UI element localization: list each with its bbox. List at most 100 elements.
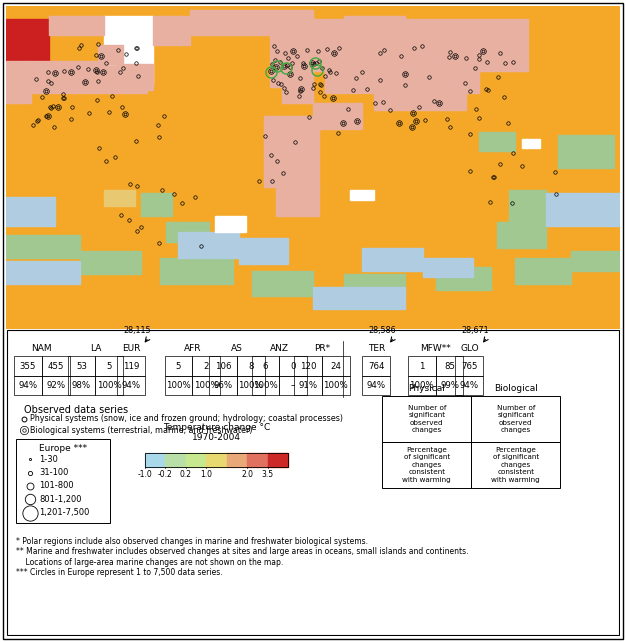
Text: 98%: 98% [72, 381, 91, 390]
Bar [456, 376, 483, 395]
Text: 1970-2004: 1970-2004 [192, 433, 241, 442]
Bar [571, 251, 620, 271]
Text: 119: 119 [123, 361, 139, 370]
Text: 106: 106 [215, 361, 231, 370]
Text: Temperature change °C: Temperature change °C [163, 423, 270, 432]
Bar [279, 376, 307, 395]
Bar [239, 238, 289, 265]
Bar [282, 87, 313, 103]
Bar [227, 453, 247, 467]
Bar [436, 376, 463, 395]
Bar [408, 376, 436, 395]
Text: NAM: NAM [31, 344, 52, 353]
Text: AS: AS [231, 344, 243, 353]
Text: 100%: 100% [97, 381, 121, 390]
Bar [6, 61, 31, 103]
Text: 5: 5 [106, 361, 112, 370]
Bar [178, 232, 239, 258]
Text: 99%: 99% [440, 381, 459, 390]
Bar [105, 16, 153, 64]
Bar [382, 396, 471, 442]
Bar [141, 193, 172, 216]
Bar [49, 16, 105, 35]
Text: 1: 1 [419, 361, 424, 370]
Text: GLO: GLO [460, 344, 479, 353]
Bar [436, 356, 463, 376]
Text: 28,671: 28,671 [461, 326, 489, 335]
Bar [68, 376, 95, 395]
Bar [105, 190, 135, 206]
Text: * Polar regions include also observed changes in marine and freshwater biologica: * Polar regions include also observed ch… [16, 537, 368, 546]
Text: 765: 765 [461, 361, 478, 370]
Bar [558, 135, 613, 168]
Bar [95, 376, 123, 395]
Text: *** Circles in Europe represent 1 to 7,500 data series.: *** Circles in Europe represent 1 to 7,5… [16, 568, 223, 577]
Bar [6, 196, 55, 225]
Text: 2.0: 2.0 [241, 470, 254, 479]
Text: 94%: 94% [18, 381, 38, 390]
Bar [362, 356, 390, 376]
Text: Physical systems (snow, ice and frozen ground; hydrology; coastal processes): Physical systems (snow, ice and frozen g… [30, 414, 343, 423]
Bar [268, 453, 288, 467]
Text: 100%: 100% [239, 381, 263, 390]
Bar [313, 19, 528, 71]
Bar [6, 261, 80, 284]
Text: Percentage
of significant
changes
consistent
with warming: Percentage of significant changes consis… [491, 447, 540, 483]
Bar [408, 356, 436, 376]
Text: 455: 455 [48, 361, 64, 370]
Bar [165, 453, 186, 467]
Text: LA: LA [90, 344, 101, 353]
Bar [362, 248, 423, 271]
Text: 100%: 100% [253, 381, 278, 390]
Bar [192, 376, 220, 395]
Text: 94%: 94% [367, 381, 386, 390]
Bar [165, 356, 192, 376]
Bar [145, 453, 288, 467]
Bar [117, 356, 145, 376]
Bar [322, 356, 349, 376]
Bar [521, 139, 540, 148]
Bar [276, 16, 313, 45]
Text: 92%: 92% [46, 381, 65, 390]
Bar [344, 274, 405, 297]
Text: 94%: 94% [121, 381, 140, 390]
Bar [362, 376, 390, 395]
Text: 91%: 91% [299, 381, 317, 390]
Bar [123, 64, 153, 83]
Bar [294, 376, 322, 395]
Text: –: – [291, 381, 295, 390]
Bar [264, 116, 319, 187]
Text: 0.2: 0.2 [180, 470, 192, 479]
Text: Europe ***: Europe *** [39, 444, 87, 453]
Text: 1.0: 1.0 [200, 470, 212, 479]
Text: Biological systems (terrestrial, marine, and freshwater): Biological systems (terrestrial, marine,… [30, 426, 252, 435]
Text: 28,115: 28,115 [123, 326, 151, 335]
Text: Observed data series: Observed data series [24, 405, 128, 415]
Bar [382, 442, 471, 488]
Bar [270, 32, 313, 87]
Text: 85: 85 [444, 361, 455, 370]
Text: 2: 2 [203, 361, 209, 370]
Bar [98, 45, 123, 64]
Bar [190, 10, 313, 35]
Bar [215, 216, 245, 232]
Text: 8: 8 [248, 361, 254, 370]
Bar [276, 184, 319, 216]
Bar [546, 193, 620, 225]
Text: 100%: 100% [194, 381, 218, 390]
Bar [350, 190, 374, 200]
Bar [471, 442, 560, 488]
Text: 3.5: 3.5 [262, 470, 274, 479]
Text: Number of
significant
observed
changes: Number of significant observed changes [408, 404, 446, 433]
Bar [6, 235, 80, 258]
Bar [16, 439, 110, 523]
Text: 355: 355 [20, 361, 36, 370]
Bar [209, 356, 237, 376]
Text: Number of
significant
observed
changes: Number of significant observed changes [496, 404, 535, 433]
Text: 120: 120 [300, 361, 316, 370]
Bar [166, 222, 208, 241]
Bar [344, 16, 405, 45]
Text: TER: TER [367, 344, 385, 353]
Bar [471, 396, 560, 442]
Bar [145, 453, 165, 467]
